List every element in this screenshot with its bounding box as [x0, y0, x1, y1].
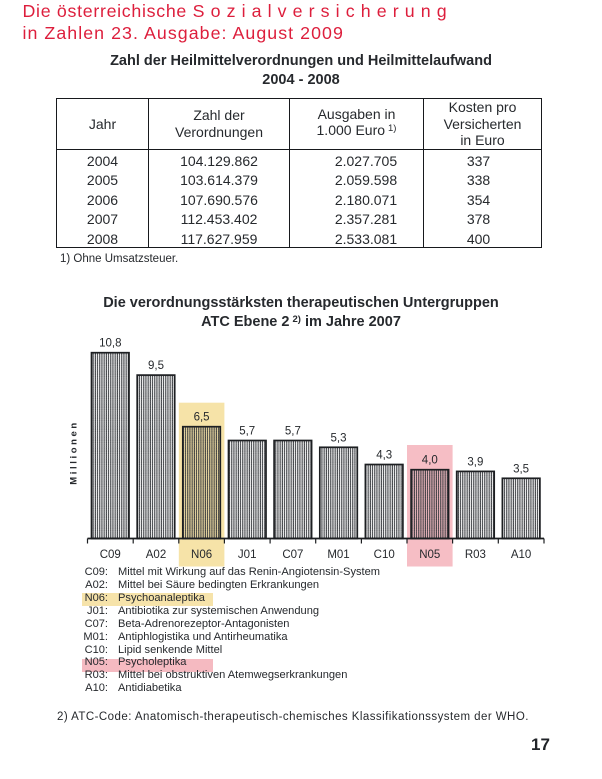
svg-text:C07: C07	[282, 549, 303, 561]
svg-text:9,5: 9,5	[148, 360, 164, 372]
svg-text:5,7: 5,7	[285, 426, 301, 438]
svg-text:6,5: 6,5	[194, 412, 210, 424]
svg-text:R03: R03	[465, 549, 486, 561]
svg-text:10,8: 10,8	[99, 338, 121, 350]
svg-text:N06: N06	[191, 549, 212, 561]
svg-text:C10: C10	[374, 549, 395, 561]
svg-text:4,0: 4,0	[422, 455, 438, 467]
svg-text:3,9: 3,9	[467, 456, 483, 468]
svg-text:5,7: 5,7	[239, 426, 255, 438]
svg-text:M01: M01	[327, 549, 349, 561]
svg-text:C09: C09	[100, 549, 121, 561]
svg-text:3,5: 3,5	[513, 463, 529, 475]
svg-text:J01: J01	[238, 549, 257, 561]
svg-text:N05: N05	[419, 549, 440, 561]
svg-text:A10: A10	[511, 549, 531, 561]
svg-text:A02: A02	[146, 549, 166, 561]
svg-text:Millionen: Millionen	[69, 420, 80, 485]
svg-text:5,3: 5,3	[331, 432, 347, 444]
svg-text:4,3: 4,3	[376, 450, 392, 462]
